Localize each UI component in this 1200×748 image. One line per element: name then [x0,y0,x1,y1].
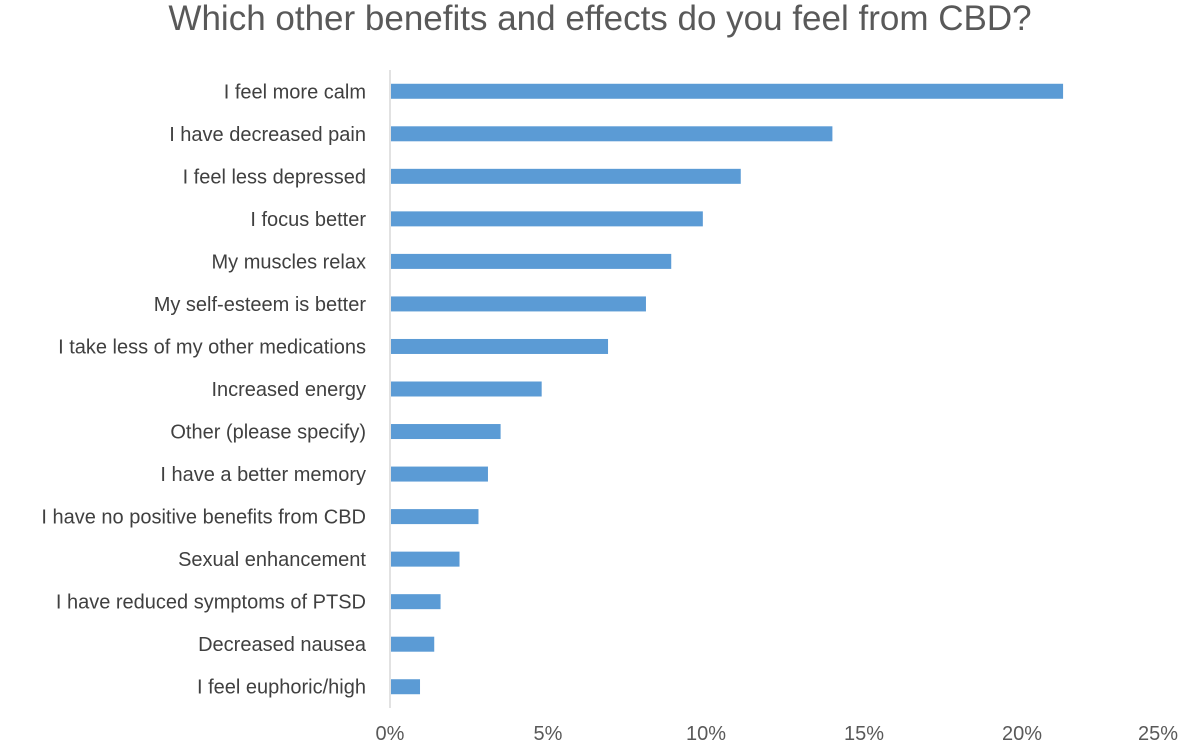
category-label: I take less of my other medications [58,336,366,358]
bar [391,424,501,440]
bar [391,679,421,695]
bar [391,253,672,269]
bar [391,126,833,142]
category-labels: I feel more calm I have decreased pain I f… [41,81,366,698]
chart-title: Which other benefits and effects do you … [168,0,1031,38]
bar [391,636,435,652]
x-tick-label: 5% [534,723,563,745]
x-tick-label: 0% [376,723,405,745]
category-label: I feel more calm [224,81,366,103]
bar [391,381,542,397]
bar [391,296,646,312]
category-label: I feel less depressed [183,166,366,188]
bars-group [391,83,1064,695]
category-label: I have decreased pain [169,124,366,146]
x-tick-label: 15% [844,723,884,745]
bar [391,168,741,184]
category-label: I focus better [250,209,366,231]
x-tick-labels: 0% 5% 10% 15% 20% 25% [376,723,1179,745]
category-label: I have reduced symptoms of PTSD [56,592,366,614]
bar [391,594,441,610]
category-label: I have no positive benefits from CBD [41,507,366,529]
bar [391,83,1064,99]
category-label: Sexual enhancement [178,549,366,571]
bar [391,509,479,525]
category-label: Increased energy [211,379,366,401]
category-label: I feel euphoric/high [197,677,366,699]
category-label: My muscles relax [212,251,366,273]
bar [391,551,460,567]
category-label: I have a better memory [160,464,366,486]
x-tick-label: 10% [686,723,726,745]
x-tick-label: 20% [1002,723,1042,745]
category-label: Other (please specify) [170,422,366,444]
x-tick-label: 25% [1138,723,1178,745]
category-label: Decreased nausea [198,634,367,656]
bar [391,338,609,354]
bar [391,211,703,227]
category-label: My self-esteem is better [154,294,367,316]
bar [391,466,488,482]
